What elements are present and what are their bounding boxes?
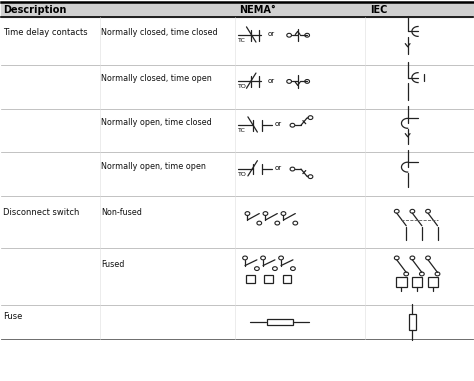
Text: Normally closed, time closed: Normally closed, time closed [101, 28, 218, 37]
Text: NEMA°: NEMA° [239, 5, 276, 14]
Text: Normally open, time closed: Normally open, time closed [101, 118, 212, 127]
Text: Normally closed, time open: Normally closed, time open [101, 74, 212, 83]
Bar [428, 277, 438, 287]
Bar [264, 275, 273, 283]
Text: TO: TO [238, 85, 247, 90]
Bar [246, 275, 255, 283]
Text: TO: TO [238, 172, 247, 177]
Text: or: or [274, 165, 282, 171]
Text: Normally open, time open: Normally open, time open [101, 162, 206, 171]
Text: or: or [268, 32, 275, 37]
Bar [283, 275, 291, 283]
Text: Description: Description [3, 5, 67, 14]
Text: IEC: IEC [370, 5, 387, 14]
Text: Fuse: Fuse [3, 312, 23, 321]
Bar [1, 2, 473, 17]
Bar [396, 277, 407, 287]
Text: TC: TC [238, 38, 246, 43]
Text: Fused: Fused [101, 260, 125, 269]
Text: or: or [268, 78, 275, 84]
Text: TC: TC [238, 128, 246, 133]
Bar [266, 319, 293, 325]
Text: Time delay contacts: Time delay contacts [3, 28, 88, 37]
Text: or: or [274, 122, 282, 128]
Text: Non-fused: Non-fused [101, 208, 142, 216]
Bar [412, 277, 422, 287]
Bar [409, 314, 416, 330]
Text: Disconnect switch: Disconnect switch [3, 208, 80, 216]
